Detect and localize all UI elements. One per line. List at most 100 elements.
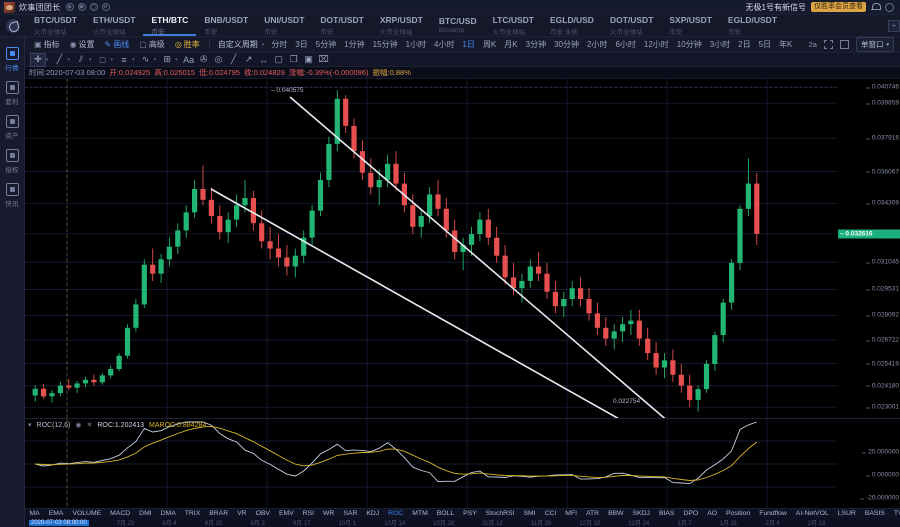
indicator-sar[interactable]: SAR [343, 510, 358, 517]
horizontal-lines-icon[interactable]: ≡ [121, 54, 127, 65]
pair-tabs-scroll[interactable]: BTC/USDT 火币全球站 ETH/USDT 火币全球站 ETH/BTC 币安 BNB/U… [26, 15, 882, 36]
period-4小时[interactable]: 4小时 [434, 40, 455, 49]
pair-tab-sxp-usdt[interactable]: SXP/USDT 币安 [661, 15, 720, 36]
indicator-obv[interactable]: OBV [255, 510, 270, 517]
close-icon[interactable]: ✕ [86, 422, 93, 429]
toolbar-button-indicator[interactable]: ▣ 指标 [29, 39, 65, 50]
indicator-smi[interactable]: SMI [523, 510, 536, 517]
period-3小时[interactable]: 3小时 [709, 40, 731, 49]
indicator-volume[interactable]: VOLUME [72, 510, 102, 517]
add-tab-button[interactable]: + [888, 19, 900, 32]
indicator-dmi[interactable]: DMI [139, 510, 152, 517]
indicator-cci[interactable]: CCI [544, 510, 557, 517]
window-mode-select[interactable]: 单窗口 ▾ [855, 37, 894, 52]
signal-badge[interactable]: 仅胜率会员查看 [811, 2, 866, 12]
template-icon[interactable]: ▣ [304, 54, 313, 64]
pair-tab-eth-btc[interactable]: ETH/BTC 币安 [143, 15, 197, 36]
pair-tab-dot-usdt[interactable]: DOT/USDT 币安 [312, 15, 371, 36]
pair-tab-uni-usdt[interactable]: UNI/USDT 币安 [256, 15, 312, 36]
period-分时[interactable]: 分时 [271, 40, 288, 49]
delete-all-icon[interactable]: ⌧ [318, 54, 329, 64]
indicator-ao[interactable]: AO [707, 510, 718, 517]
indicator-position[interactable]: Position [726, 510, 751, 517]
period-年K[interactable]: 年K [779, 40, 793, 49]
indicator-dma[interactable]: DMA [160, 510, 176, 517]
parallel-lines-icon[interactable]: ⫽ [79, 54, 84, 64]
roc-pane[interactable]: ▾ ROC(12,6) ◉ ✕ ROC:1.202413 MAROC:0.884… [25, 418, 900, 508]
indicator-fundflow[interactable]: Fundflow [759, 510, 787, 517]
chevron-down-icon[interactable]: ▾ [175, 56, 178, 63]
sidebar-item-套利[interactable]: 套利 [0, 77, 25, 111]
text-aa-icon[interactable]: Aa [183, 54, 195, 65]
price-plot[interactable]: – 0.040575 0.022754 → [25, 79, 837, 418]
mute-icon[interactable]: ⊘ [101, 3, 110, 11]
toolbar-button-winrate[interactable]: ◎ 胜率 [170, 39, 205, 50]
indicator-trix[interactable]: TRIX [184, 510, 201, 517]
indicator-lsur[interactable]: LSUR [837, 510, 856, 517]
indicator-roc[interactable]: ROC [388, 510, 404, 517]
indicator-ai-netvol[interactable]: AI-NetVOL [795, 510, 829, 517]
pair-tab-ltc-usdt[interactable]: LTC/USDT 火币全球站 [485, 15, 542, 36]
measure-icon[interactable]: ↗ [244, 54, 253, 64]
indicator-tvolume[interactable]: TVolume [893, 510, 900, 517]
wave-icon[interactable]: ∿ [141, 54, 150, 64]
crosshair-icon[interactable]: ✛ [30, 52, 46, 67]
indicator-stochrsi[interactable]: StochRSI [485, 510, 515, 517]
period-1分钟[interactable]: 1分钟 [344, 40, 365, 49]
chevron-down-icon[interactable]: ▾ [261, 41, 265, 48]
account-icon[interactable] [885, 2, 894, 12]
sidebar-item-快讯[interactable]: 快讯 [0, 179, 25, 213]
indicator-wr[interactable]: WR [323, 510, 335, 517]
period-周K[interactable]: 周K [482, 40, 497, 49]
record-icon[interactable]: ◉ [65, 3, 74, 11]
ruler-icon[interactable]: ↔ [259, 54, 269, 65]
expand-icon[interactable] [839, 40, 849, 49]
indicator-bias[interactable]: BIAS [658, 510, 675, 517]
chevron-down-icon[interactable]: ▾ [28, 422, 32, 429]
custom-period-button[interactable]: 自定义周期 [217, 40, 258, 49]
chevron-down-icon[interactable]: ▾ [132, 56, 135, 63]
pair-tab-egld-usdt[interactable]: EGLD/USDT 币安 [720, 15, 785, 36]
clock-icon[interactable]: ◯ [89, 3, 98, 11]
indicator-basis[interactable]: BASIS [864, 510, 885, 517]
period-15分钟[interactable]: 15分钟 [372, 40, 398, 49]
indicator-mtm[interactable]: MTM [412, 510, 428, 517]
indicator-macd[interactable]: MACD [110, 510, 131, 517]
eraser-icon[interactable]: ╱ [230, 54, 237, 64]
indicator-boll[interactable]: BOLL [436, 510, 455, 517]
indicator-dpo[interactable]: DPO [683, 510, 699, 517]
pair-tab-dot-usdt[interactable]: DOT/USDT 火币全球站 [602, 15, 661, 36]
period-5日[interactable]: 5日 [758, 40, 772, 49]
indicator-atr[interactable]: ATR [586, 510, 600, 517]
price-y-axis[interactable]: 0.040746 0.039859 0.037916 0.036067 0.034309… [837, 79, 900, 418]
chevron-down-icon[interactable]: ▾ [110, 56, 114, 63]
indicator-bbw[interactable]: BBW [608, 510, 624, 517]
copy-layer-icon[interactable]: ❐ [289, 54, 298, 64]
fullscreen-icon[interactable] [823, 40, 833, 49]
pair-tab-btc-usd[interactable]: BTC/USD Bitstamp [431, 15, 485, 36]
sidebar-item-资产[interactable]: 资产 [0, 111, 25, 145]
period-5分钟[interactable]: 5分钟 [315, 40, 337, 49]
indicator-emv[interactable]: EMV [278, 510, 294, 517]
period-6小时[interactable]: 6小时 [615, 40, 636, 49]
rectangle-icon[interactable]: □ [99, 54, 106, 65]
magnet-icon[interactable]: ✇ [199, 54, 208, 64]
period-2日[interactable]: 2日 [738, 40, 751, 49]
toolbar-button-settings[interactable]: ◉ 设置 [65, 39, 100, 50]
toolbar-button-draw[interactable]: ✎ 画线 [100, 39, 135, 50]
chevron-down-icon[interactable]: ▾ [46, 56, 49, 63]
chevron-down-icon[interactable]: ▾ [67, 56, 71, 63]
pair-tab-xrp-usdt[interactable]: XRP/USDT 火币全球站 [372, 15, 431, 36]
pair-tab-egld-usd[interactable]: EGLD/USD 币安 永续 [542, 15, 602, 36]
indicator-vr[interactable]: VR [237, 510, 247, 517]
chevron-down-icon[interactable]: ▾ [89, 56, 92, 63]
indicator-mfi[interactable]: MFI [565, 510, 577, 517]
copy-icon[interactable]: ▣ [77, 3, 86, 11]
chevron-down-icon[interactable]: ▾ [153, 56, 157, 63]
sidebar-item-行情[interactable]: 行情 [0, 43, 25, 77]
toolbar-button-advanced[interactable]: ▢ 高级 [134, 39, 170, 50]
chart-area[interactable]: – 0.040575 0.022754 → 0.040746 0.039859 0.0… [25, 79, 900, 508]
line-icon[interactable]: ╱ [56, 54, 63, 64]
indicator-psy[interactable]: PSY [463, 510, 477, 517]
period-10分钟[interactable]: 10分钟 [676, 40, 702, 49]
